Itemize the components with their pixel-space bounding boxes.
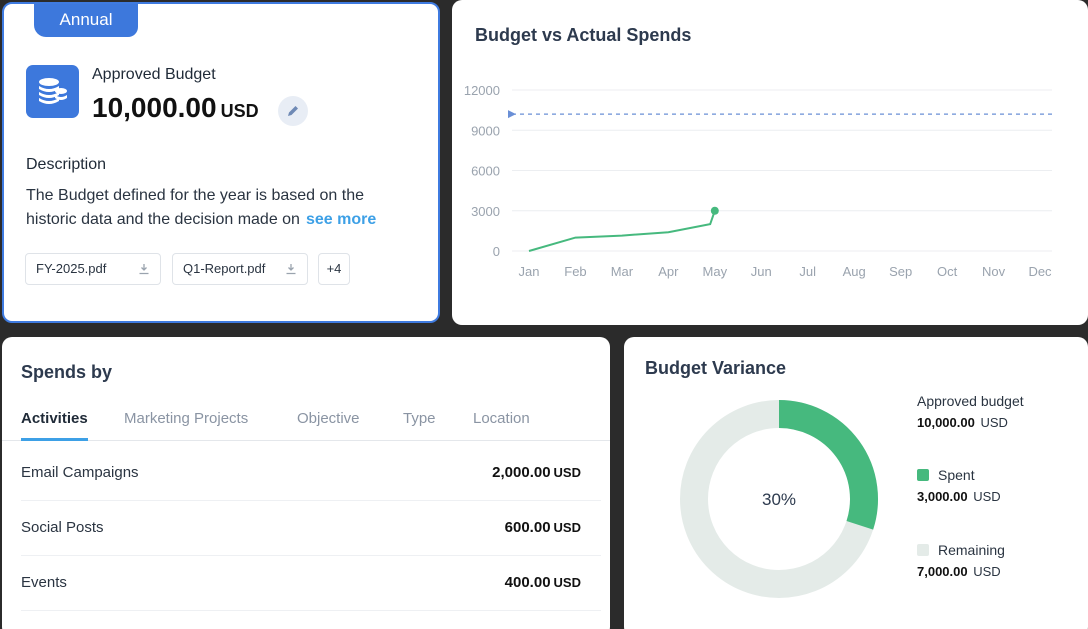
y-tick-label: 12000 xyxy=(464,83,500,98)
line-chart: 0 3000 6000 9000 12000 Jan Feb Mar Apr May Jun Jul A… xyxy=(464,83,1052,279)
series-end-point xyxy=(710,206,719,215)
download-icon[interactable] xyxy=(285,263,297,275)
currency-label: USD xyxy=(553,520,581,535)
donut-center-label: 30% xyxy=(762,490,796,509)
x-tick-label: May xyxy=(703,264,728,279)
chart-title: Budget vs Actual Spends xyxy=(475,25,692,45)
amount-value: 7,000.00 xyxy=(917,564,968,579)
legend-approved: Approved budget 10,000.00 USD xyxy=(917,393,1024,430)
spent-swatch xyxy=(917,469,929,481)
amount-value: 10,000.00 xyxy=(92,92,217,123)
approved-budget-label: Approved Budget xyxy=(92,66,216,83)
budget-variance-card: Budget Variance 30% Approved budget 10,0… xyxy=(624,337,1088,629)
y-tick-label: 6000 xyxy=(471,164,500,179)
x-tick-label: Apr xyxy=(658,264,679,279)
x-tick-label: Jul xyxy=(799,264,816,279)
legend-remaining-amount: 7,000.00 USD xyxy=(917,564,1005,579)
variance-title: Budget Variance xyxy=(645,358,787,378)
budget-line-marker xyxy=(508,110,516,119)
spends-title: Spends by xyxy=(21,362,113,382)
see-more-link[interactable]: see more xyxy=(305,211,377,228)
coins-icon xyxy=(26,65,79,118)
x-tick-label: Dec xyxy=(1028,264,1052,279)
amount-value: 400.00 xyxy=(504,574,551,591)
legend-spent-label: Spent xyxy=(938,467,975,483)
currency-label: USD xyxy=(980,415,1008,430)
description-title: Description xyxy=(26,156,107,173)
spend-amount: 400.00 USD xyxy=(505,574,581,591)
x-tick-label: Feb xyxy=(564,264,586,279)
amount-value: 3,000.00 xyxy=(917,489,968,504)
attachment-chip[interactable]: Q1-Report.pdf xyxy=(172,253,308,285)
legend-spent: Spent 3,000.00 USD xyxy=(917,467,1001,504)
series-line xyxy=(528,210,716,252)
attachment-chip[interactable]: FY-2025.pdf xyxy=(25,253,161,285)
variance-donut-chart: 30% xyxy=(680,400,878,598)
spend-row[interactable]: Events 400.00 USD xyxy=(21,556,601,611)
approved-budget-card: Annual Approved Budget 10,000.00 USD Desc… xyxy=(2,2,440,323)
x-tick-label: Oct xyxy=(937,264,958,279)
currency-label: USD xyxy=(553,465,581,480)
remaining-swatch xyxy=(917,544,929,556)
spend-amount: 2,000.00 USD xyxy=(492,464,581,481)
spend-name: Events xyxy=(21,574,67,591)
attachment-name: Q1-Report.pdf xyxy=(183,261,266,276)
period-tab-annual[interactable]: Annual xyxy=(34,4,138,37)
more-attachments-button[interactable]: +4 xyxy=(318,253,350,285)
spend-name: Email Campaigns xyxy=(21,464,139,481)
x-tick-label: Nov xyxy=(982,264,1006,279)
tab-objective[interactable]: Objective xyxy=(297,410,360,427)
budget-vs-actual-card: Budget vs Actual Spends 0 3000 6000 9000 120… xyxy=(452,0,1088,325)
spend-amount: 600.00 USD xyxy=(505,519,581,536)
x-tick-label: Jan xyxy=(519,264,540,279)
x-tick-label: Sep xyxy=(889,264,912,279)
x-tick-label: Mar xyxy=(611,264,634,279)
currency-label: USD xyxy=(553,575,581,590)
attachment-name: FY-2025.pdf xyxy=(36,261,107,276)
description-text: The Budget defined for the year is based… xyxy=(26,184,406,232)
currency-label: USD xyxy=(973,489,1001,504)
tab-marketing-projects[interactable]: Marketing Projects xyxy=(124,410,249,427)
spend-name: Social Posts xyxy=(21,519,104,536)
spends-by-card: Spends by Activities Marketing Projects … xyxy=(2,337,610,629)
approved-budget-amount: 10,000.00 USD xyxy=(92,92,259,124)
spend-row[interactable]: Email Campaigns 2,000.00 USD xyxy=(21,446,601,501)
y-tick-label: 0 xyxy=(493,244,500,259)
legend-approved-amount: 10,000.00 USD xyxy=(917,415,1024,430)
donut-spent-arc xyxy=(778,400,878,530)
x-tick-label: Jun xyxy=(751,264,772,279)
x-tick-label: Aug xyxy=(843,264,866,279)
currency-label: USD xyxy=(220,101,259,121)
y-tick-label: 9000 xyxy=(471,123,500,138)
edit-budget-button[interactable] xyxy=(278,96,308,126)
amount-value: 2,000.00 xyxy=(492,464,551,481)
currency-label: USD xyxy=(973,564,1001,579)
pencil-icon xyxy=(288,106,298,116)
y-tick-label: 3000 xyxy=(471,204,500,219)
description-body: The Budget defined for the year is based… xyxy=(26,187,365,228)
tab-location[interactable]: Location xyxy=(473,410,530,427)
legend-spent-amount: 3,000.00 USD xyxy=(917,489,1001,504)
download-icon[interactable] xyxy=(138,263,150,275)
tab-type[interactable]: Type xyxy=(403,410,436,427)
amount-value: 600.00 xyxy=(504,519,551,536)
legend-remaining-label: Remaining xyxy=(938,542,1005,558)
spends-tabs: Activities Marketing Projects Objective … xyxy=(2,409,610,441)
legend-approved-label: Approved budget xyxy=(917,393,1024,409)
tab-activities[interactable]: Activities xyxy=(21,409,88,441)
amount-value: 10,000.00 xyxy=(917,415,975,430)
legend-remaining: Remaining 7,000.00 USD xyxy=(917,542,1005,579)
spend-row[interactable]: Social Posts 600.00 USD xyxy=(21,501,601,556)
